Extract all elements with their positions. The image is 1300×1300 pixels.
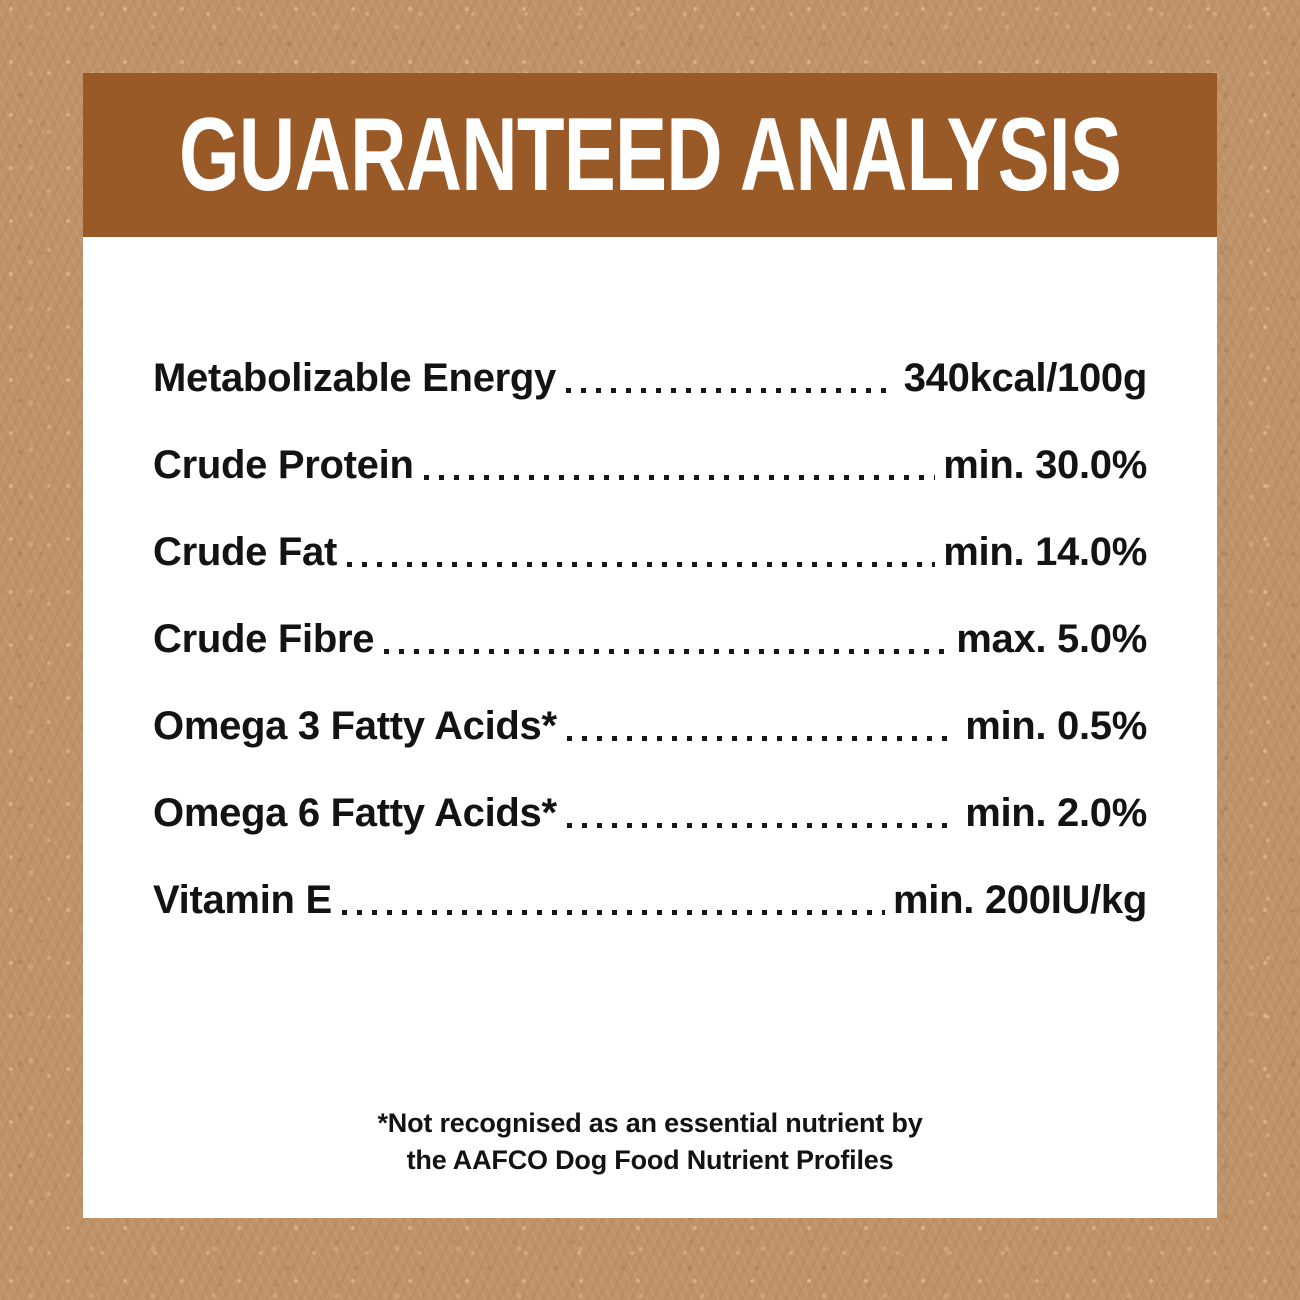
nutrient-label: Vitamin E xyxy=(153,878,332,922)
nutrient-label: Crude Fat xyxy=(153,530,337,574)
nutrient-value: min. 14.0% xyxy=(943,530,1147,574)
nutrient-label: Omega 3 Fatty Acids* xyxy=(153,704,557,748)
footnote-line-2: the AAFCO Dog Food Nutrient Profiles xyxy=(406,1145,894,1175)
nutrient-value: min. 0.5% xyxy=(965,704,1147,748)
dot-leader xyxy=(566,823,958,828)
nutrient-rows: Metabolizable Energy 340kcal/100g Crude … xyxy=(83,237,1217,923)
dot-leader xyxy=(384,649,949,654)
guaranteed-analysis-panel: GUARANTEED ANALYSIS Metabolizable Energy… xyxy=(83,73,1217,1218)
nutrient-label: Metabolizable Energy xyxy=(153,356,556,400)
nutrient-value: min. 200IU/kg xyxy=(893,878,1147,922)
dot-leader xyxy=(423,475,936,480)
dot-leader xyxy=(566,388,896,393)
nutrient-label: Crude Fibre xyxy=(153,617,375,661)
nutrient-label: Omega 6 Fatty Acids* xyxy=(153,791,557,835)
nutrient-value: min. 2.0% xyxy=(965,791,1147,835)
page-title: GUARANTEED ANALYSIS xyxy=(178,96,1122,213)
nutrient-value: max. 5.0% xyxy=(956,617,1147,661)
nutrient-row-vitamin-e: Vitamin E min. 200IU/kg xyxy=(153,877,1147,923)
nutrient-value: min. 30.0% xyxy=(943,443,1147,487)
nutrient-row-omega-6: Omega 6 Fatty Acids* min. 2.0% xyxy=(153,790,1147,836)
dot-leader xyxy=(341,910,886,915)
footnote-line-1: *Not recognised as an essential nutrient… xyxy=(377,1108,923,1138)
nutrient-row-crude-fibre: Crude Fibre max. 5.0% xyxy=(153,616,1147,662)
panel-header: GUARANTEED ANALYSIS xyxy=(83,73,1217,237)
nutrient-row-metabolizable-energy: Metabolizable Energy 340kcal/100g xyxy=(153,355,1147,401)
footnote: *Not recognised as an essential nutrient… xyxy=(83,1105,1217,1179)
nutrient-label: Crude Protein xyxy=(153,443,414,487)
nutrient-row-crude-protein: Crude Protein min. 30.0% xyxy=(153,442,1147,488)
nutrient-value: 340kcal/100g xyxy=(903,356,1148,400)
nutrient-row-crude-fat: Crude Fat min. 14.0% xyxy=(153,529,1147,575)
dot-leader xyxy=(346,562,936,567)
dot-leader xyxy=(566,736,958,741)
nutrient-row-omega-3: Omega 3 Fatty Acids* min. 0.5% xyxy=(153,703,1147,749)
